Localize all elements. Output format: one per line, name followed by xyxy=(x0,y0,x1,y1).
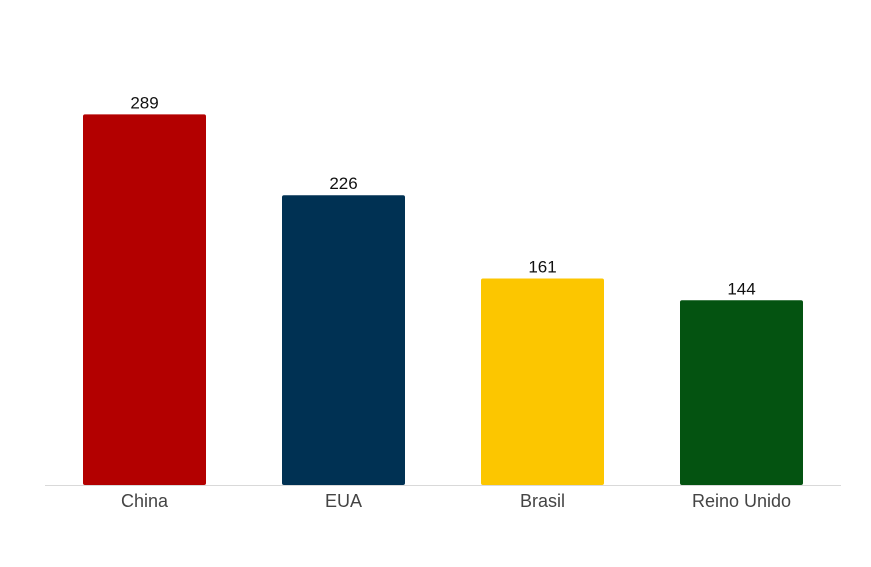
bar-brasil xyxy=(481,278,604,485)
value-labels-layer: 289 226 161 144 xyxy=(130,93,755,298)
x-tick-label-china: China xyxy=(121,491,169,511)
bar-reino-unido xyxy=(680,300,803,485)
x-tick-label-brasil: Brasil xyxy=(520,491,565,511)
bar-eua xyxy=(282,195,405,485)
value-label-reino-unido: 144 xyxy=(727,279,755,298)
value-label-china: 289 xyxy=(130,93,158,112)
value-label-brasil: 161 xyxy=(528,258,556,277)
x-tick-label-reino-unido: Reino Unido xyxy=(692,491,791,511)
x-axis-tick-labels: China EUA Brasil Reino Unido xyxy=(121,491,791,511)
bars-layer xyxy=(83,114,803,486)
value-label-eua: 226 xyxy=(329,174,357,193)
bar-china xyxy=(83,114,206,486)
x-tick-label-eua: EUA xyxy=(325,491,362,511)
